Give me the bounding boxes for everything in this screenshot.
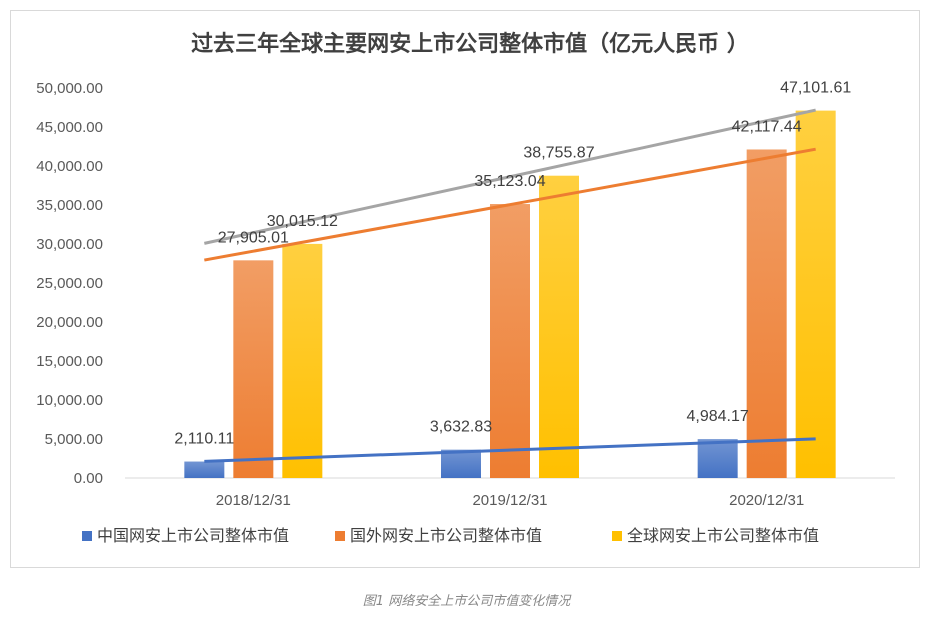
data-label-2-2: 35,123.04 [474, 173, 545, 190]
data-label-3-3: 47,101.61 [780, 80, 851, 97]
bar-1-1 [184, 461, 225, 478]
data-label-1-1: 2,110.11 [174, 431, 234, 448]
data-label-1-2: 3,632.83 [430, 419, 492, 436]
y-tick-label: 10,000.00 [36, 392, 103, 409]
y-tick-label: 35,000.00 [36, 197, 103, 214]
bar-2-1 [233, 260, 274, 478]
data-label-3-2: 38,755.87 [523, 145, 594, 162]
bar-2-2 [490, 204, 530, 478]
y-tick-label: 15,000.00 [36, 353, 103, 370]
legend-label-3: 全球网安上市公司整体市值 [627, 526, 819, 545]
x-tick-label: 2019/12/31 [472, 492, 547, 509]
bar-1-3 [697, 439, 738, 478]
data-label-2-3: 42,117.44 [732, 118, 802, 135]
bar-3-3 [795, 110, 836, 478]
bar-3-1 [282, 243, 323, 478]
legend-swatch-2 [335, 531, 345, 541]
bar-2-3 [746, 149, 787, 479]
figure-caption: 图1 网络安全上市公司市值变化情况 [362, 594, 571, 609]
data-label-2-1: 27,905.01 [218, 229, 289, 246]
legend-label-2: 国外网安上市公司整体市值 [350, 526, 542, 545]
y-tick-label: 45,000.00 [36, 119, 103, 136]
y-tick-label: 20,000.00 [36, 314, 103, 331]
y-tick-label: 5,000.00 [45, 431, 103, 448]
x-tick-label: 2020/12/31 [729, 492, 804, 509]
trendline-3 [204, 108, 816, 245]
bar-3-2 [539, 175, 579, 478]
legend-swatch-3 [612, 531, 622, 541]
bar-1-2 [441, 449, 481, 478]
trendline-2 [204, 147, 816, 262]
y-tick-label: 50,000.00 [36, 80, 103, 97]
y-tick-label: 0.00 [74, 470, 103, 487]
y-tick-label: 40,000.00 [36, 158, 103, 175]
data-label-1-3: 4,984.17 [687, 408, 749, 425]
chart-svg: 过去三年全球主要网安上市公司整体市值（亿元人民币 ） 0.00 5,000.00 10… [36, 31, 895, 545]
legend-swatch-1 [82, 531, 92, 541]
trendline-1 [204, 437, 816, 463]
y-tick-label: 30,000.00 [36, 236, 103, 253]
chart-title: 过去三年全球主要网安上市公司整体市值（亿元人民币 ） [191, 31, 749, 57]
x-tick-label: 2018/12/31 [216, 492, 291, 509]
y-tick-label: 25,000.00 [36, 275, 103, 292]
data-label-3-1: 30,015.12 [267, 213, 338, 230]
legend-label-1: 中国网安上市公司整体市值 [97, 526, 289, 545]
